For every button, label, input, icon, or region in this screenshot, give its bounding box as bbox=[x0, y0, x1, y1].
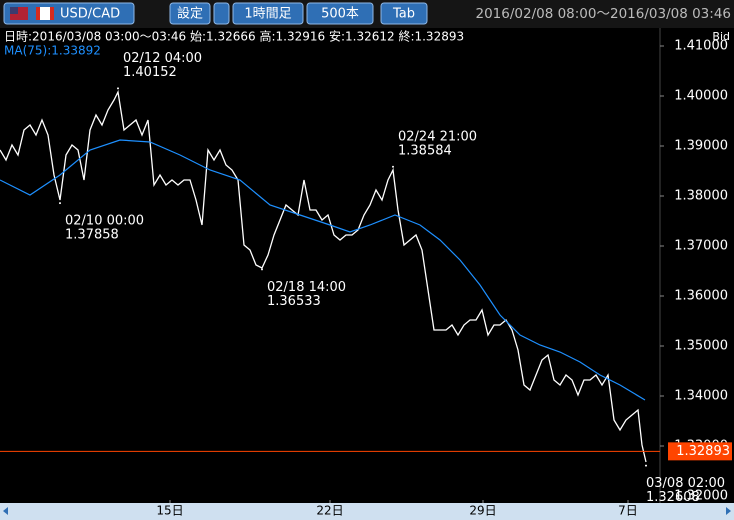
flag-us-canton bbox=[10, 7, 18, 14]
annotation-time: 02/24 21:00 bbox=[398, 129, 477, 144]
annotation-value: 1.40152 bbox=[123, 65, 177, 80]
y-tick-label: 1.32000 bbox=[674, 489, 728, 504]
flag-ca-right bbox=[50, 7, 54, 20]
x-tick-label: 7日 bbox=[618, 504, 638, 518]
flag-ca-left bbox=[36, 7, 40, 20]
series-line bbox=[0, 139, 646, 401]
annotation-time: 02/12 04:00 bbox=[123, 51, 202, 66]
price-side: Bid bbox=[712, 30, 730, 43]
y-tick-label: 1.38000 bbox=[674, 189, 728, 204]
y-tick-label: 1.40000 bbox=[674, 89, 728, 104]
annotation-point bbox=[261, 268, 263, 271]
y-tick-label: 1.35000 bbox=[674, 339, 728, 354]
annotation-time: 02/10 00:00 bbox=[65, 214, 144, 229]
annotation-value: 1.38584 bbox=[398, 143, 452, 158]
x-tick-label: 29日 bbox=[469, 504, 496, 518]
info-line: 日時:2016/03/08 03:00～03:46 始:1.32666 高:1.… bbox=[4, 29, 464, 44]
y-tick-label: 1.39000 bbox=[674, 139, 728, 154]
y-tick-label: 1.34000 bbox=[674, 389, 728, 404]
scrollbar[interactable] bbox=[0, 503, 734, 520]
annotation-point bbox=[392, 165, 394, 168]
calc-button[interactable] bbox=[213, 2, 230, 25]
y-tick-label: 1.37000 bbox=[674, 239, 728, 254]
y-tick-label: 1.41000 bbox=[674, 39, 728, 54]
tab: Tab bbox=[392, 7, 415, 22]
annotation-point bbox=[645, 464, 647, 467]
timeframe-button[interactable] bbox=[232, 2, 304, 25]
plot: 1.320001.330001.340001.350001.360001.370… bbox=[0, 39, 732, 518]
bars-button[interactable] bbox=[306, 2, 374, 25]
y-tick-label: 1.36000 bbox=[674, 289, 728, 304]
flag-ca bbox=[36, 7, 54, 20]
annotation-value: 1.36533 bbox=[267, 294, 321, 309]
annotation-time: 02/18 14:00 bbox=[267, 280, 346, 295]
tab-button[interactable] bbox=[380, 2, 428, 25]
ma-legend: MA(75):1.33892 bbox=[4, 44, 101, 58]
annotation-point bbox=[59, 202, 61, 205]
annotation-point bbox=[117, 87, 119, 90]
settings: 設定 bbox=[177, 6, 203, 22]
series-line bbox=[0, 89, 647, 463]
annotation-value: 1.32608 bbox=[646, 490, 700, 505]
annotation-time: 03/08 02:00 bbox=[646, 476, 725, 491]
x-tick-label: 15日 bbox=[156, 504, 183, 518]
annotation-value: 1.37858 bbox=[65, 228, 119, 243]
last-price-box bbox=[668, 442, 732, 461]
date-range: 2016/02/08 08:00～2016/03/08 03:46 bbox=[475, 6, 731, 22]
bars: 500本 bbox=[321, 7, 359, 22]
scroll-right[interactable] bbox=[726, 507, 731, 515]
x-tick-label: 22日 bbox=[316, 504, 343, 518]
last-price-label: 1.32893 bbox=[676, 444, 730, 459]
timeframe: 1時間足 bbox=[244, 7, 291, 22]
settings-button[interactable] bbox=[169, 2, 211, 25]
scroll-left[interactable] bbox=[3, 507, 8, 515]
symbol: USD/CAD bbox=[60, 7, 120, 22]
